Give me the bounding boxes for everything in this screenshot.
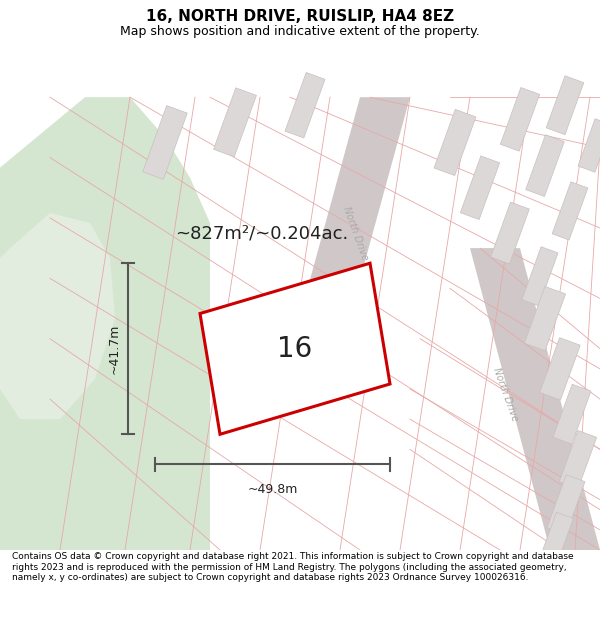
Text: ~827m²/~0.204ac.: ~827m²/~0.204ac. <box>175 224 348 242</box>
Polygon shape <box>470 248 600 550</box>
Polygon shape <box>540 338 580 400</box>
Polygon shape <box>524 286 566 351</box>
Polygon shape <box>522 247 558 306</box>
Text: North Drive: North Drive <box>491 366 520 423</box>
Text: Map shows position and indicative extent of the property.: Map shows position and indicative extent… <box>120 24 480 38</box>
Polygon shape <box>0 97 210 550</box>
Polygon shape <box>539 512 574 568</box>
Polygon shape <box>285 72 325 138</box>
Text: ~41.7m: ~41.7m <box>107 324 121 374</box>
Polygon shape <box>143 106 187 179</box>
Text: 16, NORTH DRIVE, RUISLIP, HA4 8EZ: 16, NORTH DRIVE, RUISLIP, HA4 8EZ <box>146 9 454 24</box>
Text: ~49.8m: ~49.8m <box>247 482 298 496</box>
Polygon shape <box>547 475 585 534</box>
Polygon shape <box>559 431 596 488</box>
Polygon shape <box>578 119 600 172</box>
Polygon shape <box>214 88 256 157</box>
Polygon shape <box>500 88 539 151</box>
Polygon shape <box>200 263 390 434</box>
Text: North Drive: North Drive <box>341 205 370 261</box>
Text: 16: 16 <box>277 335 313 362</box>
Polygon shape <box>546 76 584 134</box>
Polygon shape <box>460 156 500 219</box>
Polygon shape <box>526 135 565 196</box>
Polygon shape <box>491 202 529 264</box>
Polygon shape <box>0 213 115 419</box>
Text: Contains OS data © Crown copyright and database right 2021. This information is : Contains OS data © Crown copyright and d… <box>12 552 574 582</box>
Polygon shape <box>553 384 591 444</box>
Polygon shape <box>434 109 476 176</box>
Polygon shape <box>280 97 410 389</box>
Polygon shape <box>552 182 588 240</box>
